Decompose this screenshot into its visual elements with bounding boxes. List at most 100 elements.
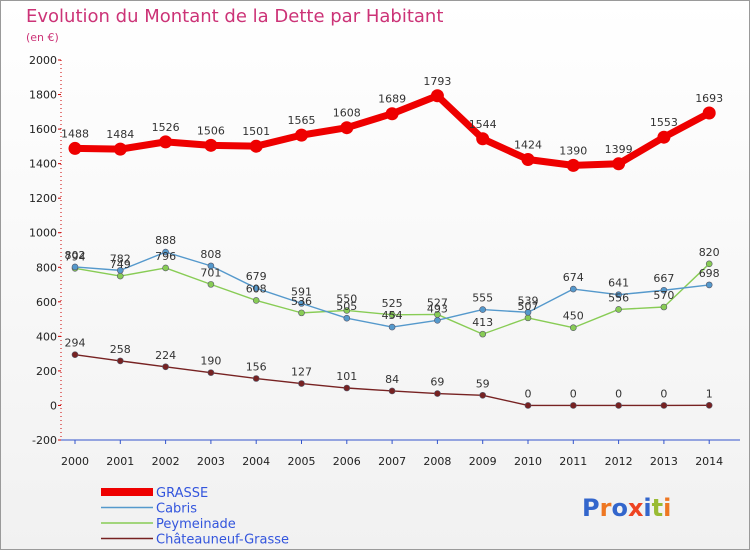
point-grasse bbox=[340, 121, 354, 135]
point-cabris bbox=[434, 316, 441, 324]
data-label-cabris: 641 bbox=[608, 277, 629, 290]
x-tick-label: 2004 bbox=[242, 455, 270, 468]
data-label-peymeinade: 525 bbox=[382, 297, 403, 310]
point-cabris bbox=[343, 314, 351, 322]
data-label-grasse: 1793 bbox=[423, 75, 451, 88]
point-peymeinade bbox=[298, 309, 305, 317]
point-grasse bbox=[249, 139, 263, 153]
logo-letter: r bbox=[600, 494, 612, 522]
data-label-grasse: 1608 bbox=[333, 107, 361, 120]
y-tick-label: -200 bbox=[32, 434, 57, 447]
y-tick-label: 0 bbox=[50, 399, 57, 412]
point-peymeinade bbox=[660, 303, 668, 311]
data-label-cabris: 454 bbox=[382, 309, 403, 322]
point-peymeinade bbox=[207, 281, 215, 288]
legend-label-grasse: GRASSE bbox=[156, 486, 208, 501]
data-label-peymeinade: 749 bbox=[110, 258, 131, 271]
x-tick-label: 2001 bbox=[106, 455, 134, 468]
point-peymeinade bbox=[615, 306, 622, 313]
data-label-cabris: 888 bbox=[155, 234, 176, 247]
data-label-ch-teauneuf-grasse: 59 bbox=[476, 377, 490, 390]
logo-letter: i bbox=[643, 494, 651, 522]
point-peymeinade bbox=[252, 297, 260, 304]
point-cabris bbox=[71, 263, 79, 271]
point-ch-teauneuf-grasse bbox=[524, 402, 532, 409]
point-grasse bbox=[295, 128, 308, 142]
data-label-ch-teauneuf-grasse: 69 bbox=[430, 376, 444, 389]
point-cabris bbox=[162, 248, 169, 256]
point-ch-teauneuf-grasse bbox=[705, 401, 713, 409]
data-label-grasse: 1424 bbox=[514, 138, 542, 151]
data-label-cabris: 591 bbox=[291, 285, 312, 298]
data-label-peymeinade: 527 bbox=[427, 296, 448, 309]
point-ch-teauneuf-grasse bbox=[117, 357, 124, 365]
point-ch-teauneuf-grasse bbox=[343, 384, 351, 392]
chart-subtitle: (en €) bbox=[26, 31, 59, 44]
point-peymeinade bbox=[388, 311, 396, 319]
data-label-ch-teauneuf-grasse: 156 bbox=[246, 361, 267, 374]
data-label-ch-teauneuf-grasse: 224 bbox=[155, 349, 176, 362]
logo-letter: o bbox=[611, 494, 628, 522]
point-grasse bbox=[113, 142, 127, 156]
point-ch-teauneuf-grasse bbox=[207, 369, 215, 376]
data-label-cabris: 808 bbox=[200, 248, 221, 261]
point-ch-teauneuf-grasse bbox=[388, 387, 396, 395]
data-label-cabris: 679 bbox=[246, 270, 267, 283]
data-label-cabris: 555 bbox=[472, 292, 493, 305]
y-tick-label: 600 bbox=[36, 296, 57, 309]
x-tick-label: 2002 bbox=[152, 455, 180, 468]
point-grasse bbox=[385, 107, 399, 121]
point-grasse bbox=[159, 135, 173, 149]
x-tick-label: 2008 bbox=[423, 455, 451, 468]
y-tick-label: 2000 bbox=[29, 54, 57, 67]
point-cabris bbox=[252, 284, 260, 292]
point-peymeinade bbox=[705, 260, 713, 268]
point-peymeinade bbox=[524, 314, 532, 322]
data-label-grasse: 1693 bbox=[695, 92, 723, 105]
chart-title: Evolution du Montant de la Dette par Hab… bbox=[26, 6, 443, 27]
point-cabris bbox=[569, 285, 577, 293]
point-peymeinade bbox=[569, 324, 577, 332]
data-label-cabris: 782 bbox=[110, 252, 131, 265]
x-tick-label: 2005 bbox=[288, 455, 316, 468]
y-tick-label: 1400 bbox=[29, 158, 57, 171]
y-tick-label: 1000 bbox=[29, 227, 57, 240]
data-label-cabris: 802 bbox=[65, 249, 86, 262]
data-label-ch-teauneuf-grasse: 258 bbox=[110, 343, 131, 356]
data-label-ch-teauneuf-grasse: 1 bbox=[706, 387, 713, 400]
data-label-ch-teauneuf-grasse: 0 bbox=[525, 387, 532, 400]
x-tick-label: 2007 bbox=[378, 455, 406, 468]
point-ch-teauneuf-grasse bbox=[615, 402, 622, 409]
point-cabris bbox=[207, 262, 215, 270]
x-tick-label: 2003 bbox=[197, 455, 225, 468]
point-cabris bbox=[660, 286, 668, 294]
data-label-ch-teauneuf-grasse: 0 bbox=[570, 387, 577, 400]
logo-letter: x bbox=[628, 494, 644, 522]
x-tick-label: 2014 bbox=[695, 455, 723, 468]
point-cabris bbox=[117, 267, 124, 274]
data-label-grasse: 1484 bbox=[106, 128, 134, 141]
data-labels: 294 258 224 190 156 127 101 84 69 59 0 0 0 0 1 794 749 79… bbox=[61, 75, 723, 401]
data-label-cabris: 539 bbox=[518, 294, 539, 307]
x-tick-label: 2006 bbox=[333, 455, 361, 468]
data-label-ch-teauneuf-grasse: 127 bbox=[291, 366, 312, 379]
data-label-grasse: 1399 bbox=[605, 143, 633, 156]
point-cabris bbox=[298, 300, 305, 307]
data-label-peymeinade: 556 bbox=[608, 291, 629, 304]
data-label-ch-teauneuf-grasse: 84 bbox=[385, 373, 399, 386]
data-label-grasse: 1553 bbox=[650, 116, 678, 129]
point-peymeinade bbox=[479, 330, 487, 338]
logo-letter: i bbox=[663, 494, 671, 522]
data-label-peymeinade: 413 bbox=[472, 316, 493, 329]
logo-letter: t bbox=[652, 494, 663, 522]
data-label-peymeinade: 796 bbox=[155, 250, 176, 263]
point-ch-teauneuf-grasse bbox=[660, 402, 668, 409]
data-label-peymeinade: 536 bbox=[291, 295, 312, 308]
data-label-peymeinade: 507 bbox=[518, 300, 539, 313]
point-cabris bbox=[705, 281, 713, 289]
point-grasse bbox=[476, 132, 490, 146]
data-label-grasse: 1565 bbox=[288, 114, 316, 127]
data-label-grasse: 1390 bbox=[559, 144, 587, 157]
